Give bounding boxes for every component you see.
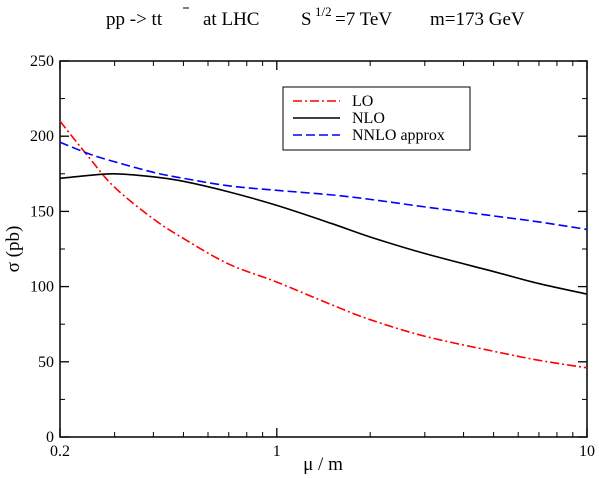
title-mass: m=173 GeV (430, 9, 525, 30)
y-tick-label: 200 (30, 128, 54, 145)
x-tick-label: 10 (579, 443, 595, 460)
x-tick-label: 0.2 (50, 443, 70, 460)
series-line-nlo (59, 172, 588, 295)
y-tick-label: 150 (30, 203, 54, 220)
legend-label-nlo: NLO (352, 110, 385, 127)
y-tick-label: 250 (30, 53, 54, 70)
legend-label-nnlo: NNLO approx (352, 127, 445, 144)
legend-label-lo: LO (352, 93, 373, 110)
x-tick-label: 1 (273, 443, 281, 460)
y-axis-label: σ (pb) (3, 226, 24, 273)
chart-title: pp -> tt at LHC S 1/2 =7 TeV m=173 GeV (106, 4, 525, 30)
title-at-lhc: at LHC (203, 9, 259, 30)
title-energy: =7 TeV (335, 9, 392, 30)
series-layer (59, 120, 588, 369)
title-process: pp -> tt (106, 9, 163, 30)
legend: LO NLO NNLO approx (282, 86, 471, 151)
x-axis-label: μ / m (303, 454, 343, 475)
series-line-nnlo-approx (59, 141, 588, 231)
series-line-lo (59, 120, 588, 369)
title-s: S (301, 9, 312, 30)
y-tick-label: 100 (30, 279, 54, 296)
axis-ticks: 0 50 100 150 200 250 0.2 1 10 (30, 53, 595, 460)
y-tick-label: 50 (38, 354, 54, 371)
y-tick-label: 0 (46, 429, 54, 446)
title-s-exponent: 1/2 (315, 4, 332, 19)
